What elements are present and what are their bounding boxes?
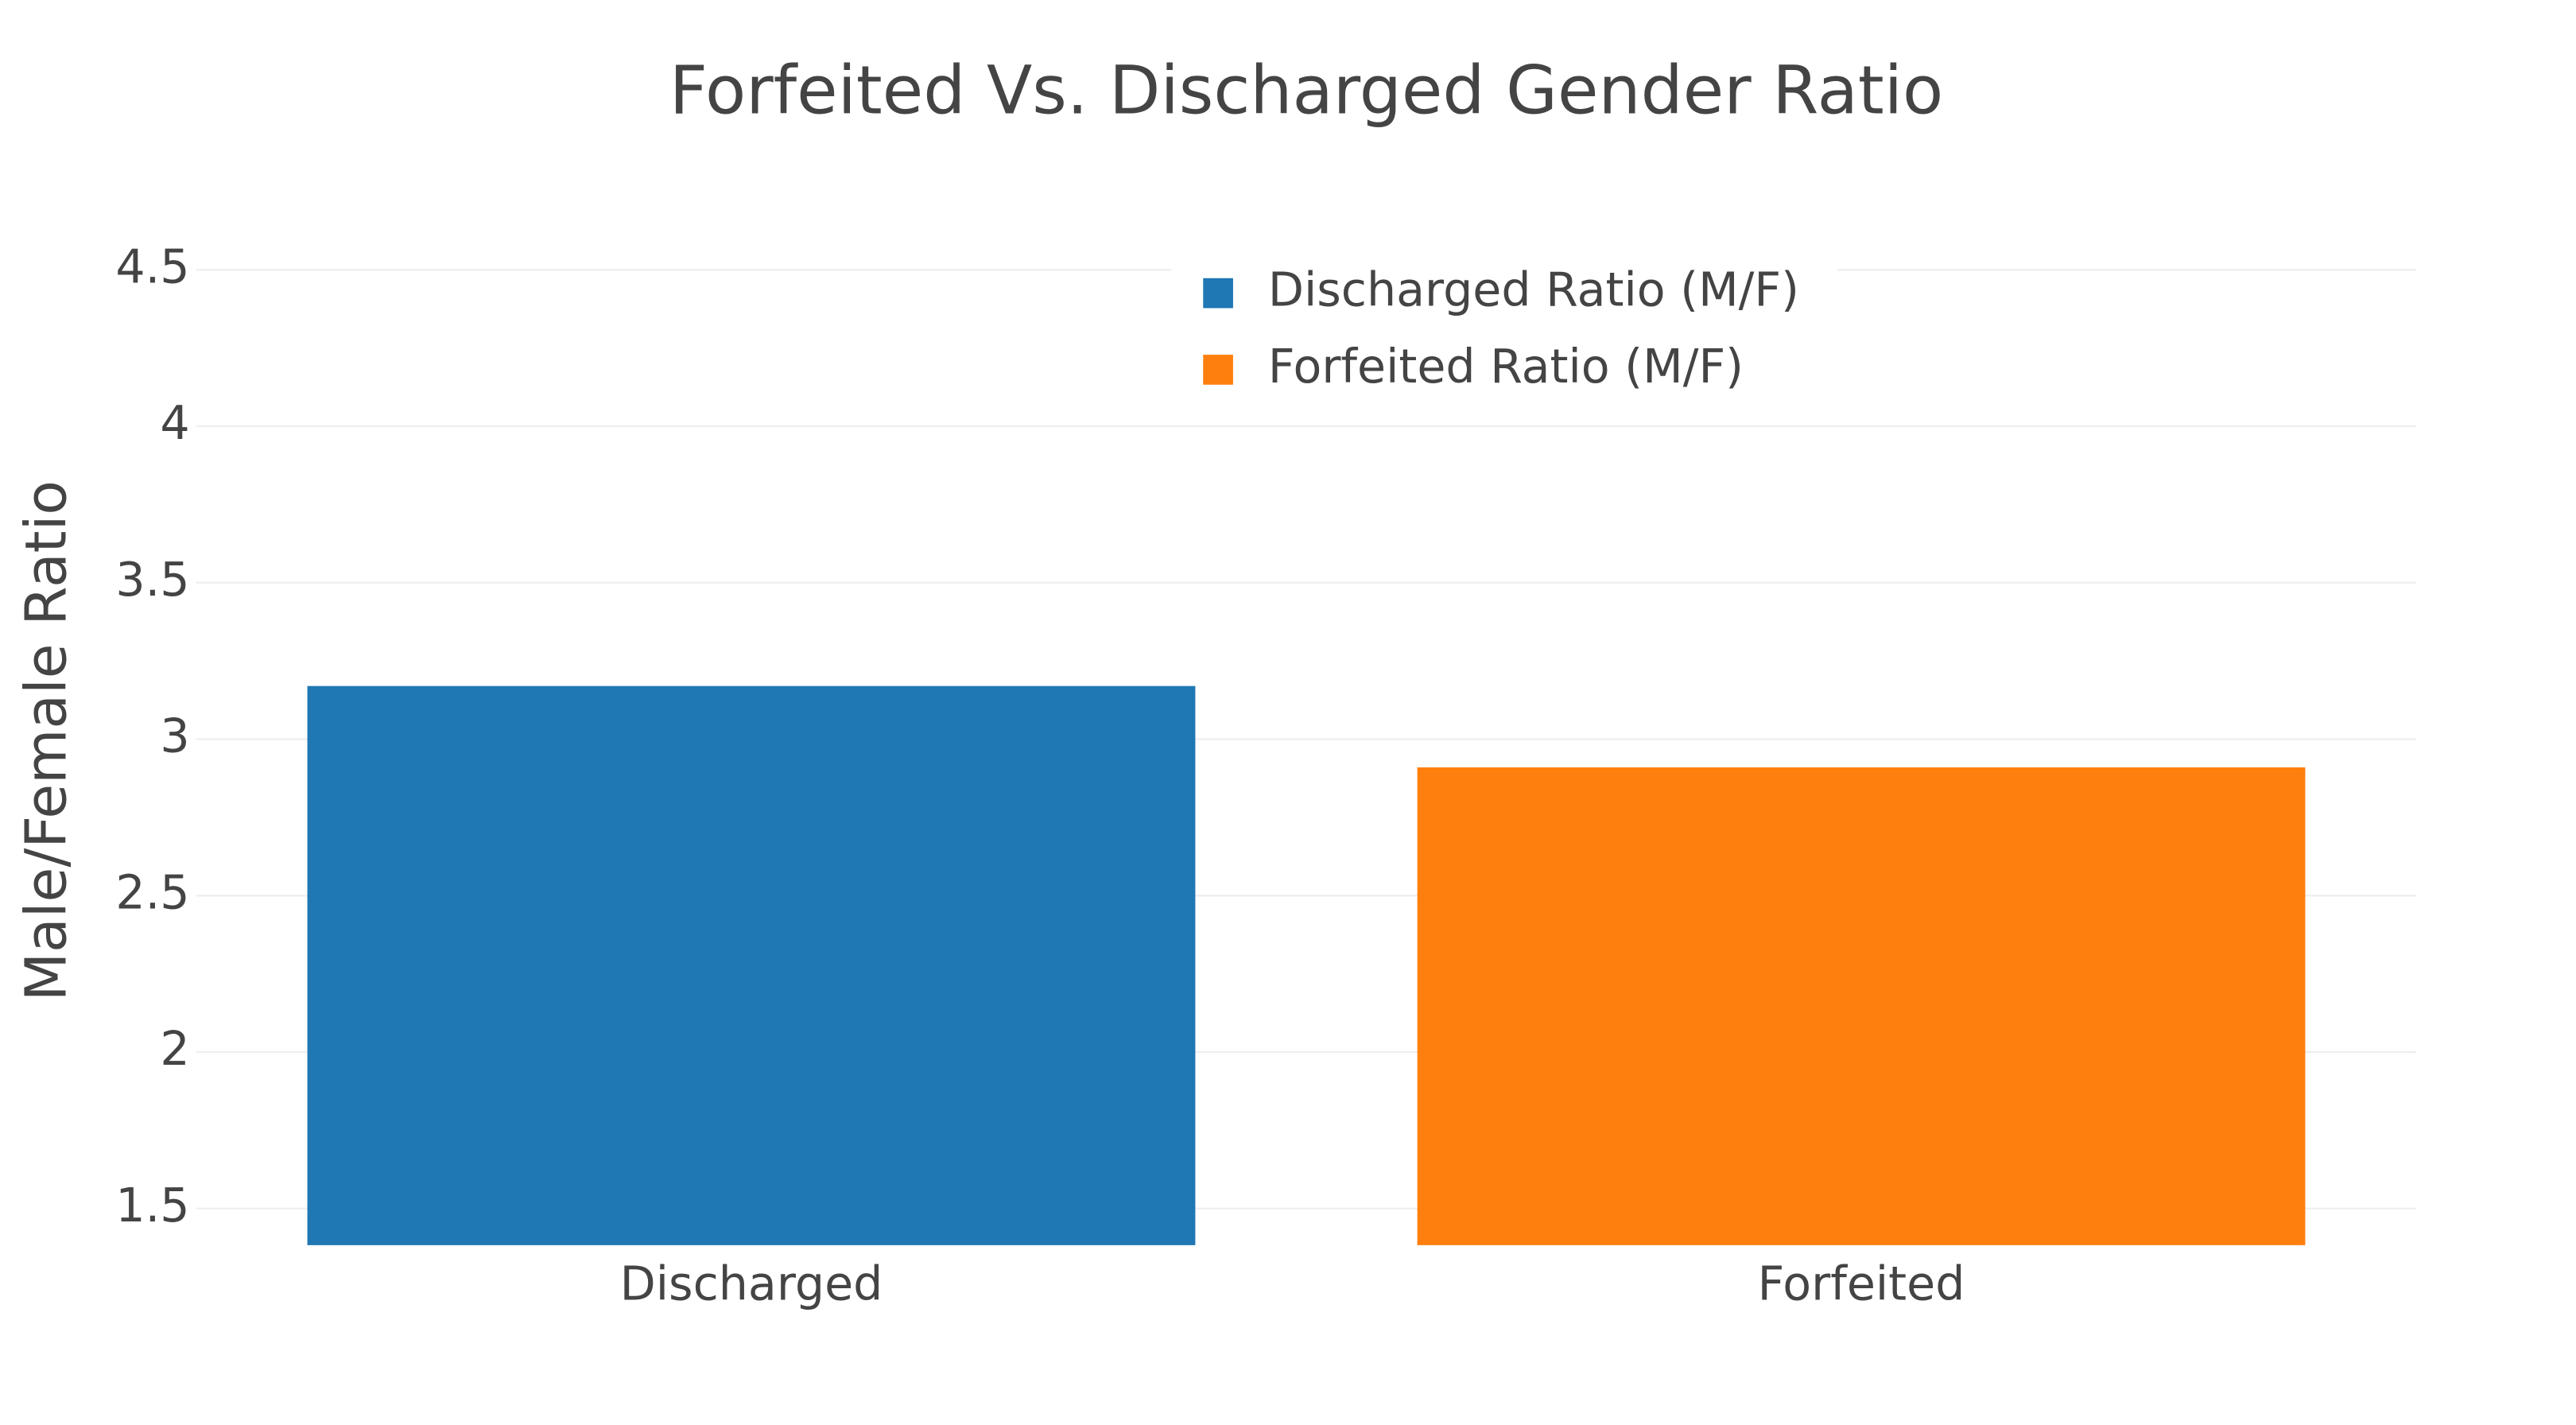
legend-swatch [1203, 355, 1233, 385]
y-tick-label: 1.5 [115, 1178, 189, 1233]
legend-background [1171, 253, 1837, 414]
y-tick-label: 2 [160, 1022, 189, 1076]
y-axis-title: Male/Female Ratio [13, 480, 79, 1001]
chart-title: Forfeited Vs. Discharged Gender Ratio [669, 52, 1943, 130]
bar [1417, 767, 2306, 1245]
legend-swatch [1203, 278, 1233, 309]
y-tick-label: 4 [160, 396, 189, 450]
y-tick-label: 4.5 [115, 239, 189, 293]
legend-label: Forfeited Ratio (M/F) [1268, 340, 1744, 394]
legend-label: Discharged Ratio (M/F) [1268, 263, 1799, 317]
y-tick-label: 3 [160, 709, 189, 763]
x-tick-label: Discharged [620, 1256, 883, 1310]
x-tick-label: Forfeited [1758, 1256, 1965, 1310]
y-tick-label: 2.5 [115, 865, 189, 919]
bar [307, 685, 1196, 1245]
y-tick-label: 3.5 [115, 553, 189, 607]
